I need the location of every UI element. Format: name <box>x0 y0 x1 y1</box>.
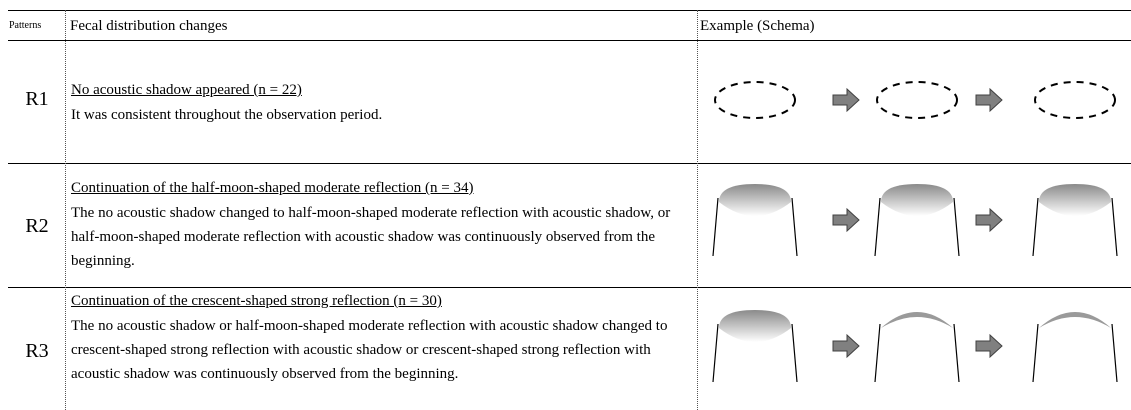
wall <box>875 324 880 382</box>
wall <box>713 324 718 382</box>
no-shadow-ellipse <box>715 82 795 118</box>
arrow <box>833 89 859 111</box>
half-moon-reflection <box>719 184 791 216</box>
pattern-label: R2 <box>8 215 66 238</box>
wall <box>1033 198 1038 256</box>
arrow <box>833 209 859 231</box>
row-description: It was consistent throughout the observa… <box>71 104 689 128</box>
row-title: Continuation of the half-moon-shaped mod… <box>71 180 474 197</box>
wall <box>875 198 880 256</box>
crescent-reflection <box>1039 312 1111 328</box>
wall <box>1033 324 1038 382</box>
row-description: The no acoustic shadow or half-moon-shap… <box>71 315 689 386</box>
schema-drawings <box>698 0 1131 410</box>
crescent-reflection <box>881 312 953 328</box>
page: {"header": {"columns": ["Patterns", "Fec… <box>0 0 1131 410</box>
no-shadow-ellipse <box>877 82 957 118</box>
wall <box>792 324 797 382</box>
wall <box>954 198 959 256</box>
half-moon-reflection <box>719 310 791 342</box>
arrow <box>976 335 1002 357</box>
half-moon-reflection <box>881 184 953 216</box>
arrow <box>976 209 1002 231</box>
wall <box>1112 324 1117 382</box>
row-description: The no acoustic shadow changed to half-m… <box>71 202 689 273</box>
row-title: Continuation of the crescent-shaped stro… <box>71 293 442 310</box>
arrow <box>976 89 1002 111</box>
wall <box>954 324 959 382</box>
no-shadow-ellipse <box>1035 82 1115 118</box>
arrow <box>833 335 859 357</box>
half-moon-reflection <box>1039 184 1111 216</box>
wall <box>792 198 797 256</box>
pattern-label: R3 <box>8 340 66 363</box>
pattern-label: R1 <box>8 88 66 111</box>
column-header: Patterns <box>9 20 41 31</box>
row-title: No acoustic shadow appeared (n = 22) <box>71 82 302 99</box>
wall <box>713 198 718 256</box>
column-header: Fecal distribution changes <box>70 18 227 35</box>
wall <box>1112 198 1117 256</box>
